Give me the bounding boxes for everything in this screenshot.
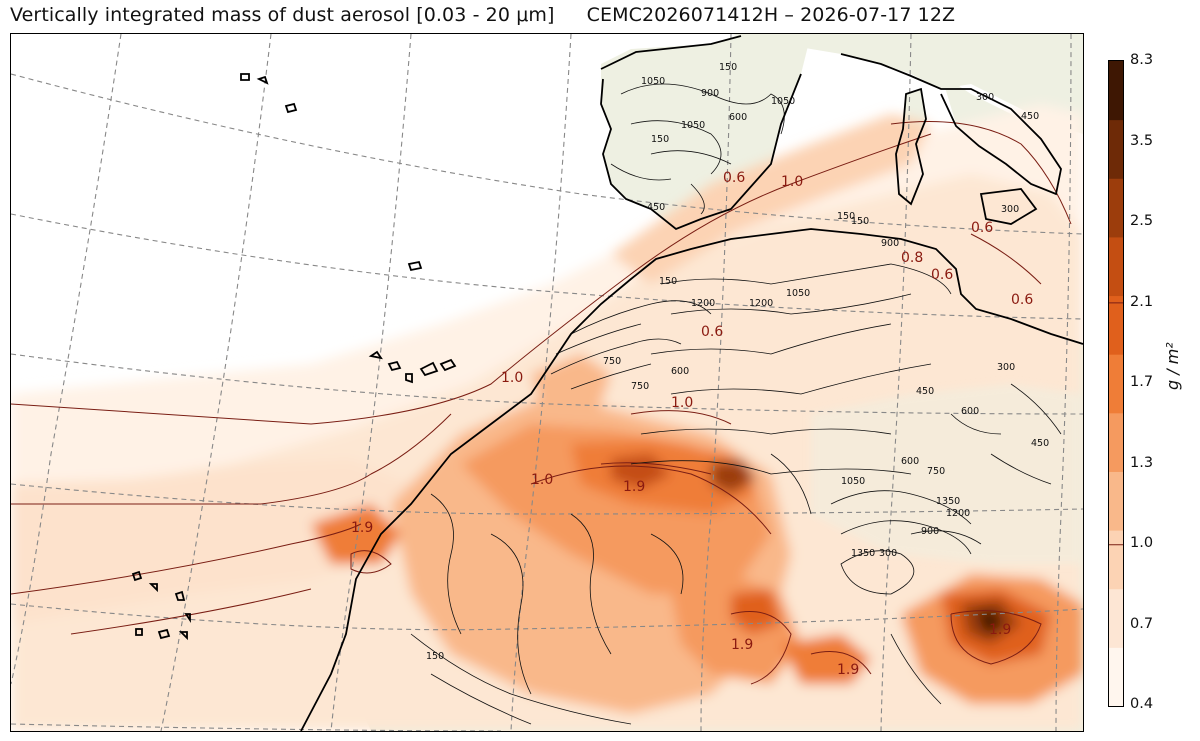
terrain-label: 450 <box>1021 111 1039 122</box>
small-island <box>407 260 423 272</box>
terrain-label: 300 <box>976 92 994 103</box>
cape-verde-islands <box>131 570 191 641</box>
terrain-label: 450 <box>647 202 665 213</box>
terrain-label: 1050 <box>841 476 865 487</box>
colorbar-tick: 1.0 <box>1130 535 1154 551</box>
europe-land <box>731 34 1083 134</box>
terrain-label: 750 <box>603 356 621 367</box>
terrain-label: 600 <box>961 406 979 417</box>
dust-label: 0.8 <box>901 250 923 266</box>
colorbar-band <box>1109 295 1123 355</box>
dust-contours <box>11 121 1072 685</box>
terrain-label: 150 <box>651 134 669 145</box>
dust-label: 1.9 <box>989 622 1011 638</box>
terrain-label: 750 <box>927 466 945 477</box>
colorbar-gradient <box>1109 61 1123 706</box>
terrain-label: 900 <box>921 526 939 537</box>
dust-label: 1.9 <box>837 662 859 678</box>
run-info: CEMC2026071412H – 2026-07-17 12Z <box>586 4 956 26</box>
terrain-label: 1200 <box>749 298 773 309</box>
dust-label: 1.9 <box>623 479 645 495</box>
dust-label: 0.6 <box>971 220 993 236</box>
colorbar-tick: 3.5 <box>1130 133 1154 149</box>
terrain-label: 300 <box>879 548 897 559</box>
sicily-coastline <box>979 188 1038 225</box>
map-canvas: 1.0 0.6 0.8 1.0 0.6 1.0 1.9 1.0 0.6 1.9 … <box>11 34 1083 731</box>
map-title: Vertically integrated mass of dust aeros… <box>10 4 955 26</box>
coastlines <box>131 35 1083 731</box>
colorbar-band <box>1109 354 1123 414</box>
dust-label: 1.9 <box>731 637 753 653</box>
terrain-label: 1050 <box>681 120 705 131</box>
terrain-label: 150 <box>659 276 677 287</box>
terrain-label: 750 <box>631 381 649 392</box>
europe-coastline <box>840 53 1062 196</box>
colorbar-band <box>1109 412 1123 472</box>
colorbar-tick: 2.5 <box>1130 213 1154 229</box>
colorbar <box>1108 60 1124 707</box>
dust-shading <box>11 104 1083 731</box>
terrain-label: 1050 <box>786 288 810 299</box>
colorbar-units: g / m² <box>1163 342 1182 390</box>
terrain-tint <box>811 384 1083 564</box>
colorbar-band <box>1109 178 1123 238</box>
iberia-coastline <box>600 35 802 231</box>
colorbar-band <box>1109 647 1123 706</box>
colorbar-tick: 0.4 <box>1130 696 1154 712</box>
dust-label: 1.0 <box>501 370 523 386</box>
dust-label: 0.6 <box>723 170 745 186</box>
colorbar-tick: 8.3 <box>1130 52 1154 68</box>
terrain-label: 900 <box>881 238 899 249</box>
terrain-label: 1350 <box>936 496 960 507</box>
terrain-label: 1200 <box>691 298 715 309</box>
terrain-label: 150 <box>837 211 855 222</box>
colorbar-band <box>1109 530 1123 590</box>
dust-label: 0.6 <box>1011 292 1033 308</box>
africa-coastline <box>300 228 1083 731</box>
colorbar-band <box>1109 61 1123 121</box>
dust-label: 1.0 <box>781 174 803 190</box>
terrain-labels: 150 1050 900 600 1050 1050 150 300 450 1… <box>426 62 1049 662</box>
dust-label: 1.0 <box>671 395 693 411</box>
colorbar-tick: 0.7 <box>1130 616 1154 632</box>
colorbar-tick: 1.7 <box>1130 374 1154 390</box>
colorbar-band <box>1109 471 1123 531</box>
terrain-label: 600 <box>901 456 919 467</box>
terrain-label: 300 <box>1001 204 1019 215</box>
colorbar-band <box>1109 119 1123 179</box>
terrain-contours <box>410 83 1062 725</box>
colorbar-tick: 2.1 <box>1130 294 1154 310</box>
terrain-label: 900 <box>701 88 719 99</box>
dust-labels: 1.0 0.6 0.8 1.0 0.6 1.0 1.9 1.0 0.6 1.9 … <box>351 170 1033 678</box>
dust-label: 0.6 <box>701 324 723 340</box>
colorbar-band <box>1109 588 1123 648</box>
terrain-label: 1200 <box>946 508 970 519</box>
dust-map[interactable]: 1.0 0.6 0.8 1.0 0.6 1.0 1.9 1.0 0.6 1.9 … <box>10 33 1084 732</box>
terrain-label: 150 <box>426 651 444 662</box>
terrain-label: 300 <box>997 362 1015 373</box>
dust-label: 1.9 <box>351 520 373 536</box>
sardinia-coastline <box>895 87 927 206</box>
terrain-label: 1350 <box>851 548 875 559</box>
terrain-label: 600 <box>729 112 747 123</box>
terrain-label: 600 <box>671 366 689 377</box>
terrain-label: 150 <box>719 62 737 73</box>
title-text: Vertically integrated mass of dust aeros… <box>10 4 555 26</box>
colorbar-tick: 1.3 <box>1130 455 1154 471</box>
terrain-label: 150 <box>851 216 869 227</box>
terrain-label: 450 <box>1031 438 1049 449</box>
terrain-label: 1050 <box>641 76 665 87</box>
terrain-label: 1050 <box>771 96 795 107</box>
madeira-islands <box>240 73 298 114</box>
graticule <box>11 34 1083 731</box>
dust-label: 1.0 <box>531 472 553 488</box>
canary-islands <box>368 350 457 384</box>
dust-label: 0.6 <box>931 267 953 283</box>
colorbar-band <box>1109 236 1123 297</box>
terrain-label: 450 <box>916 386 934 397</box>
